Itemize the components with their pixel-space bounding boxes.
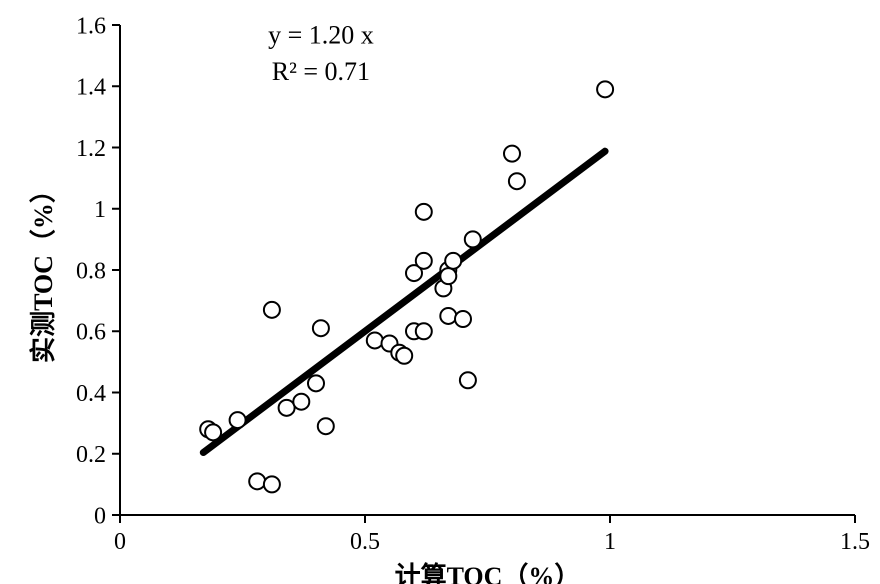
svg-text:1: 1: [94, 197, 106, 223]
svg-text:y = 1.20 x: y = 1.20 x: [268, 20, 374, 49]
svg-text:1.4: 1.4: [76, 75, 106, 101]
svg-text:1.5: 1.5: [840, 529, 870, 555]
svg-text:计算TOC（%）: 计算TOC（%）: [395, 561, 581, 584]
svg-text:R² = 0.71: R² = 0.71: [272, 57, 370, 86]
chart-svg: 0 0.5 1 1.5 0 0.2 0.4 0.6 0.8 1 1.2 1.4 1.6 计算TOC（%） 实…: [0, 0, 880, 584]
svg-text:1.6: 1.6: [76, 13, 106, 39]
svg-text:0: 0: [94, 503, 106, 529]
svg-text:0.4: 0.4: [76, 381, 106, 407]
svg-text:0.5: 0.5: [350, 529, 380, 555]
scatter-chart: 0 0.5 1 1.5 0 0.2 0.4 0.6 0.8 1 1.2 1.4 1.6 计算TOC（%） 实…: [0, 0, 880, 584]
svg-text:0.8: 0.8: [76, 258, 106, 284]
svg-text:0: 0: [114, 529, 126, 555]
svg-text:1: 1: [604, 529, 616, 555]
svg-text:0.2: 0.2: [76, 442, 106, 468]
svg-text:0.6: 0.6: [76, 320, 106, 346]
svg-text:1.2: 1.2: [76, 136, 106, 162]
svg-text:实测TOC（%）: 实测TOC（%）: [28, 177, 58, 363]
